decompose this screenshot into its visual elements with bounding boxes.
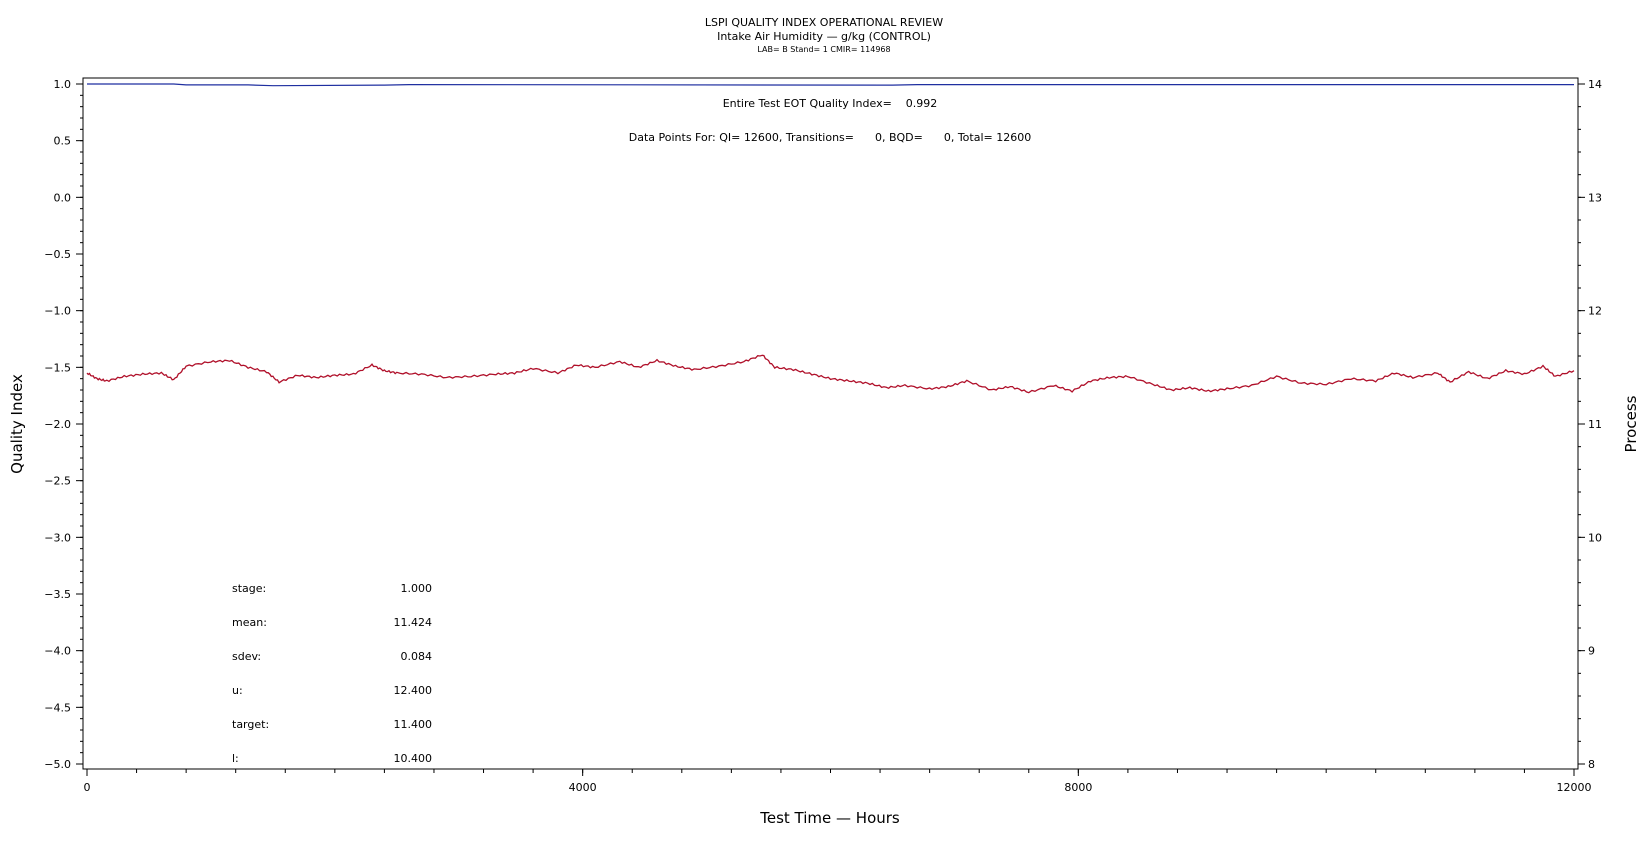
stat-value: 1.000 — [401, 582, 433, 595]
datapoints-annotation: Data Points For: QI= 12600, Transitions=… — [629, 131, 1031, 144]
chart-sub-subtitle: LAB= B Stand= 1 CMIR= 114968 — [757, 45, 890, 54]
y-left-tick-label: −3.5 — [44, 588, 71, 601]
y-left-tick-label: −4.0 — [44, 645, 71, 658]
y-right-tick-label: 8 — [1588, 758, 1595, 771]
stat-label: u: — [232, 684, 243, 697]
y-left-axis: 1.0 0.5 0.0 −0.5 −1.0 −1.5 −2.0 −2.5 −3.0 −3.5 −4.… — [44, 78, 83, 771]
stat-value: 11.424 — [394, 616, 433, 629]
y-left-tick-label: −5.0 — [44, 758, 71, 771]
series-layer — [86, 83, 1575, 394]
stat-value: 0.084 — [401, 650, 433, 663]
y-left-tick-label: −2.0 — [44, 418, 71, 431]
stat-value: 11.400 — [394, 718, 433, 731]
chart-subtitle: Intake Air Humidity — g/kg (CONTROL) — [717, 30, 931, 43]
eot-quality-annotation: Entire Test EOT Quality Index= 0.992 — [723, 97, 938, 110]
y-left-tick-label: −3.0 — [44, 531, 71, 544]
y-right-tick-label: 14 — [1588, 78, 1602, 91]
y-left-tick-label: −0.5 — [44, 248, 71, 261]
x-tick-label: 12000 — [1557, 781, 1592, 794]
chart-title: LSPI QUALITY INDEX OPERATIONAL REVIEW — [705, 16, 943, 29]
y-right-tick-label: 9 — [1588, 645, 1595, 658]
stat-label: sdev: — [232, 650, 261, 663]
x-axis: 0 4000 8000 12000 — [84, 769, 1592, 794]
x-tick-label: 4000 — [569, 781, 597, 794]
y-left-tick-label: −1.0 — [44, 305, 71, 318]
y-right-tick-label: 11 — [1588, 418, 1602, 431]
stat-label: stage: — [232, 582, 266, 595]
x-tick-label: 8000 — [1064, 781, 1092, 794]
y-left-tick-label: 1.0 — [54, 78, 72, 91]
y-right-tick-label: 12 — [1588, 305, 1602, 318]
y-right-tick-label: 13 — [1588, 191, 1602, 204]
stat-value: 12.400 — [394, 684, 433, 697]
y-right-axis-title: Process — [1622, 395, 1640, 452]
y-left-axis-title: Quality Index — [8, 374, 26, 474]
y-right-tick-label: 10 — [1588, 531, 1602, 544]
y-left-tick-label: 0.5 — [54, 135, 72, 148]
stat-label: mean: — [232, 616, 267, 629]
y-left-tick-label: −2.5 — [44, 475, 71, 488]
quality-index-series-line — [87, 83, 1574, 87]
y-left-tick-label: 0.0 — [54, 191, 72, 204]
y-right-axis: 14 13 12 11 10 9 8 — [1578, 78, 1602, 771]
y-left-tick-label: −1.5 — [44, 361, 71, 374]
stat-label: l: — [232, 752, 239, 765]
process-series-line — [86, 354, 1575, 394]
stat-label: target: — [232, 718, 269, 731]
x-axis-title: Test Time — Hours — [759, 809, 900, 827]
stat-value: 10.400 — [394, 752, 433, 765]
y-left-tick-label: −4.5 — [44, 701, 71, 714]
x-tick-label: 0 — [84, 781, 91, 794]
plot-area — [82, 77, 1579, 770]
stats-box: stage: 1.000 mean: 11.424 sdev: 0.084 u: 12.400… — [232, 582, 432, 765]
